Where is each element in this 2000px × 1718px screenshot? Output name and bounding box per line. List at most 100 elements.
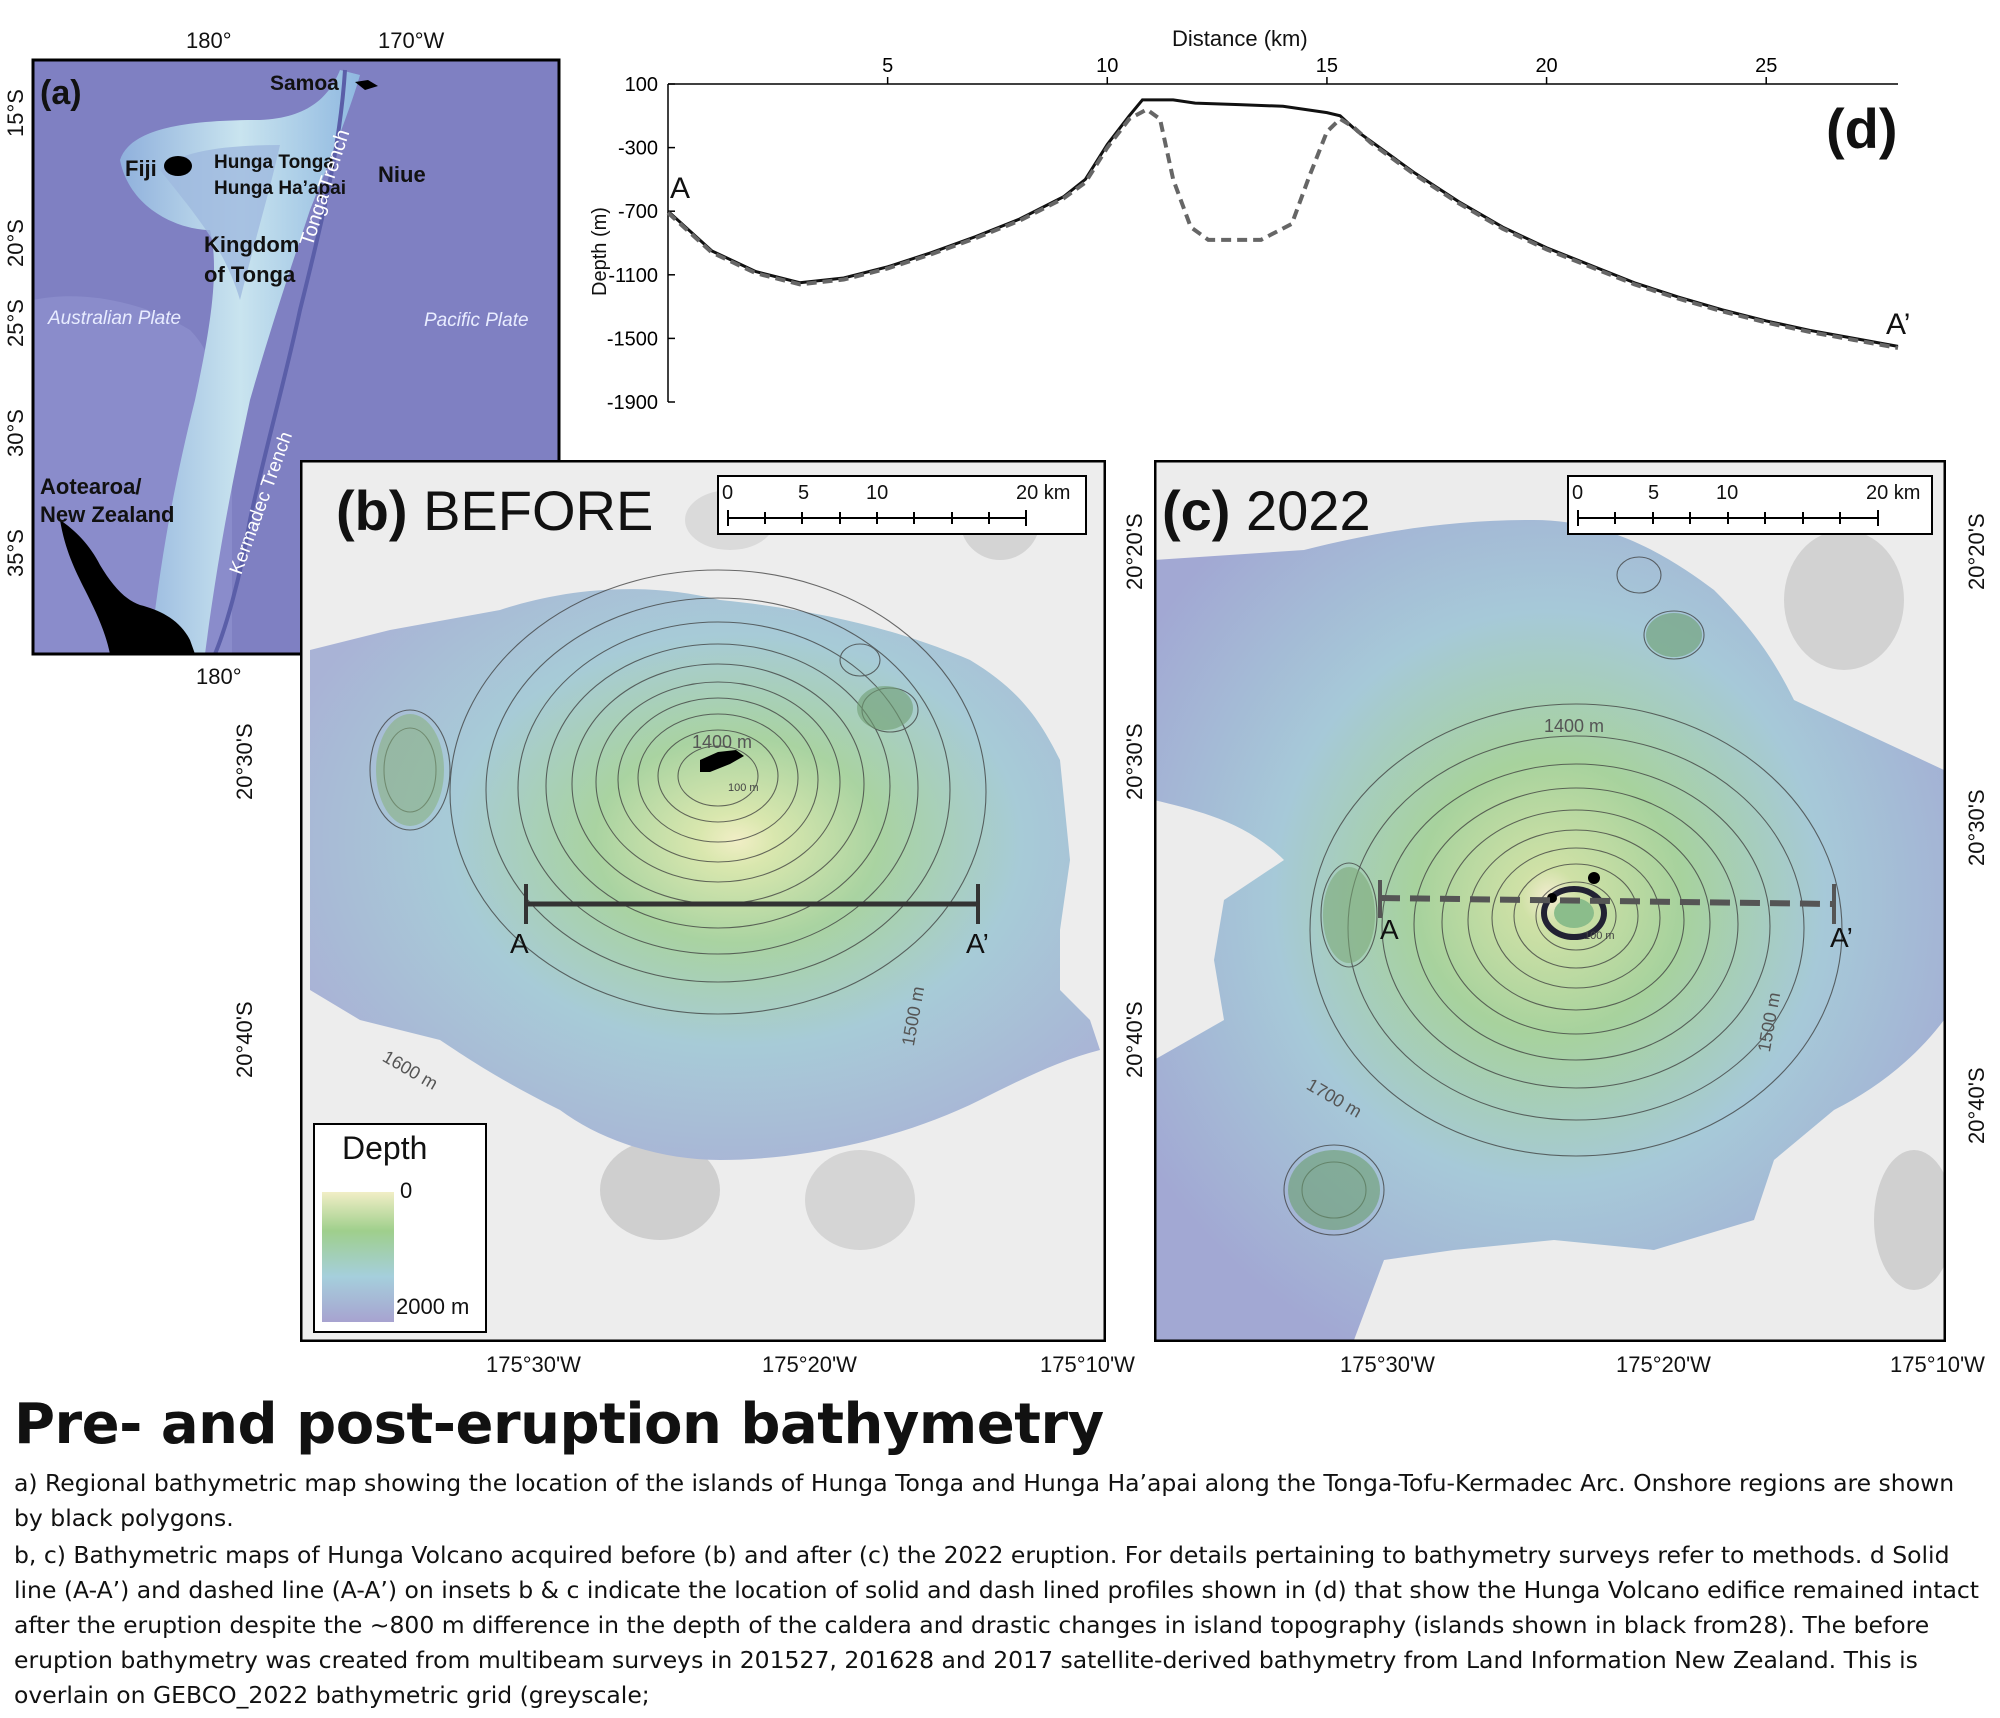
place-fiji: Fiji: [125, 156, 157, 181]
legend-top-value: 0: [400, 1178, 413, 1203]
south-seamount: [1288, 1150, 1380, 1230]
scale-tick-5: 5: [1648, 482, 1660, 504]
top-tick-170w: 170°W: [378, 28, 445, 53]
survey-coverage: [310, 589, 1100, 1160]
x-tick-label: 10: [1096, 55, 1118, 77]
caption-title: Pre- and post-eruption bathymetry: [14, 1392, 1104, 1457]
panel-c: (c) 2022 0 5 10 20 km 1400 m 1500 m 1700…: [1154, 460, 1946, 1342]
arc-ridge: [120, 70, 360, 654]
ne-seamount: [1646, 613, 1702, 657]
ne-seamount: [857, 686, 913, 730]
profile-start-label: A: [670, 172, 691, 205]
place-new-zealand: New Zealand: [40, 502, 175, 527]
place-samoa: Samoa: [270, 72, 339, 95]
contour-lines: [369, 569, 987, 1015]
x-axis-label: Distance (km): [1172, 26, 1308, 51]
scale-bar-ticks: [1577, 510, 1879, 526]
new-zealand-land: [60, 520, 195, 654]
profile-a-label: A: [510, 928, 529, 959]
panel-c-title: 2022: [1246, 479, 1371, 542]
scale-tick-0: 0: [1572, 482, 1584, 504]
x-tick-label: 15: [1316, 55, 1338, 77]
contour-label-100: 100 m: [728, 782, 759, 794]
c-lat-left-3020: 20°20'S: [1122, 513, 1147, 590]
y-tick-label: 100: [625, 74, 658, 96]
scale-tick-0: 0: [722, 482, 734, 504]
scale-tick-10: 10: [1716, 482, 1739, 504]
lat-tick-30s: 30°S: [2, 409, 28, 457]
map-frame: [300, 460, 1106, 1342]
scale-tick-5: 5: [798, 482, 810, 504]
c-lon-tick-17520: 175°20'W: [1616, 1352, 1711, 1377]
before-bathymetry-map: [300, 460, 1106, 1342]
gebco-seamount: [1874, 1150, 1946, 1290]
panel-b-label: (b) BEFORE: [336, 478, 653, 543]
lau-basin-inner: [160, 145, 280, 300]
b-lat-tick-3030: 20°30'S: [232, 723, 257, 800]
lat-tick-35s: 35°S: [2, 529, 28, 577]
panel-c-letter: (c): [1162, 479, 1231, 542]
c-lat-right-3030: 20°30'S: [1964, 789, 1989, 866]
gebco-seamount: [1784, 530, 1904, 670]
caption-para-bc: b, c) Bathymetric maps of Hunga Volcano …: [14, 1541, 1979, 1709]
gebco-seamount: [600, 1140, 720, 1240]
contour-label-1400: 1400 m: [1544, 716, 1605, 736]
panel-a-label: (a): [40, 74, 82, 112]
x-tick-label: 5: [882, 55, 893, 77]
australian-plate-label: Australian Plate: [48, 308, 182, 329]
panel-b-title: BEFORE: [423, 479, 654, 542]
caldera-floor: [1554, 898, 1594, 928]
profile-a-prime-label: A’: [966, 928, 989, 959]
panel-c-label: (c) 2022: [1162, 478, 1371, 543]
lat-tick-20s: 20°S: [2, 219, 28, 267]
map-frame: [1154, 460, 1946, 1342]
west-seamount: [1323, 867, 1375, 963]
depth-profile-chart: 5 10 15 20 25 100 -300 -700 -1100 -1500 -1900: [607, 55, 1899, 414]
scale-tick-10: 10: [866, 482, 889, 504]
place-aotearoa: Aotearoa/: [40, 474, 142, 499]
y-tick-label: -1100: [608, 265, 658, 287]
place-hunga-tonga: Hunga Tonga: [214, 152, 334, 173]
volcanic-island: [700, 750, 744, 772]
panel-a: (a) 180° 170°W 180° 15°S 20°S 25°S 30°S …: [0, 0, 580, 689]
scale-bar-ticks: [727, 510, 1027, 526]
place-niue: Niue: [378, 162, 426, 187]
y-tick-label: -1900: [607, 392, 658, 414]
y-tick-label: -300: [618, 138, 658, 160]
contour-label-1400: 1400 m: [692, 732, 753, 752]
map-frame: [31, 58, 561, 656]
profile-line-dashed: [1378, 880, 1836, 924]
lat-tick-15s: 15°S: [2, 89, 28, 137]
place-of-tonga: of Tonga: [204, 262, 296, 287]
regional-map: [31, 58, 561, 656]
b-lon-tick-17530: 175°30'W: [486, 1352, 581, 1377]
panel-b-letter: (b): [336, 479, 408, 542]
bottom-tick-180: 180°: [196, 664, 242, 689]
y-axis-label: Depth (m): [588, 207, 611, 296]
panel-d-label: (d): [1826, 97, 1898, 160]
contour-label-100: 100 m: [1584, 930, 1615, 942]
caption-para-a: a) Regional bathymetric map showing the …: [14, 1469, 1955, 1532]
c-lon-tick-17530: 175°30'W: [1340, 1352, 1435, 1377]
c-lat-right-3020: 20°20'S: [1964, 513, 1989, 590]
b-lat-tick-3040: 20°40'S: [232, 1001, 257, 1078]
profile-end-label: A’: [1886, 308, 1911, 341]
c-lon-tick-17510: 175°10'W: [1890, 1352, 1985, 1377]
west-seamount: [376, 714, 444, 826]
place-hunga-haapai: Hunga Ha’apai: [214, 178, 346, 199]
profile-series-dashed: [666, 107, 1899, 350]
tonga-trench-line: [213, 69, 347, 655]
scale-bar-box: [717, 475, 1087, 535]
c-lat-left-3030: 20°30'S: [1122, 723, 1147, 800]
scale-tick-20km: 20 km: [1866, 482, 1921, 504]
caldera-rim: [1541, 886, 1607, 940]
pacific-plate-label: Pacific Plate: [424, 310, 529, 331]
scale-bar-box: [1567, 475, 1933, 535]
c-lat-right-3040: 20°40'S: [1964, 1067, 1989, 1144]
b-lon-tick-17510: 175°10'W: [1040, 1352, 1135, 1377]
b-lon-tick-17520: 175°20'W: [762, 1352, 857, 1377]
samoa-island: [355, 80, 378, 90]
lat-tick-25s: 25°S: [2, 299, 28, 347]
profile-a-label: A: [1380, 914, 1399, 945]
legend-title: Depth: [342, 1130, 428, 1166]
